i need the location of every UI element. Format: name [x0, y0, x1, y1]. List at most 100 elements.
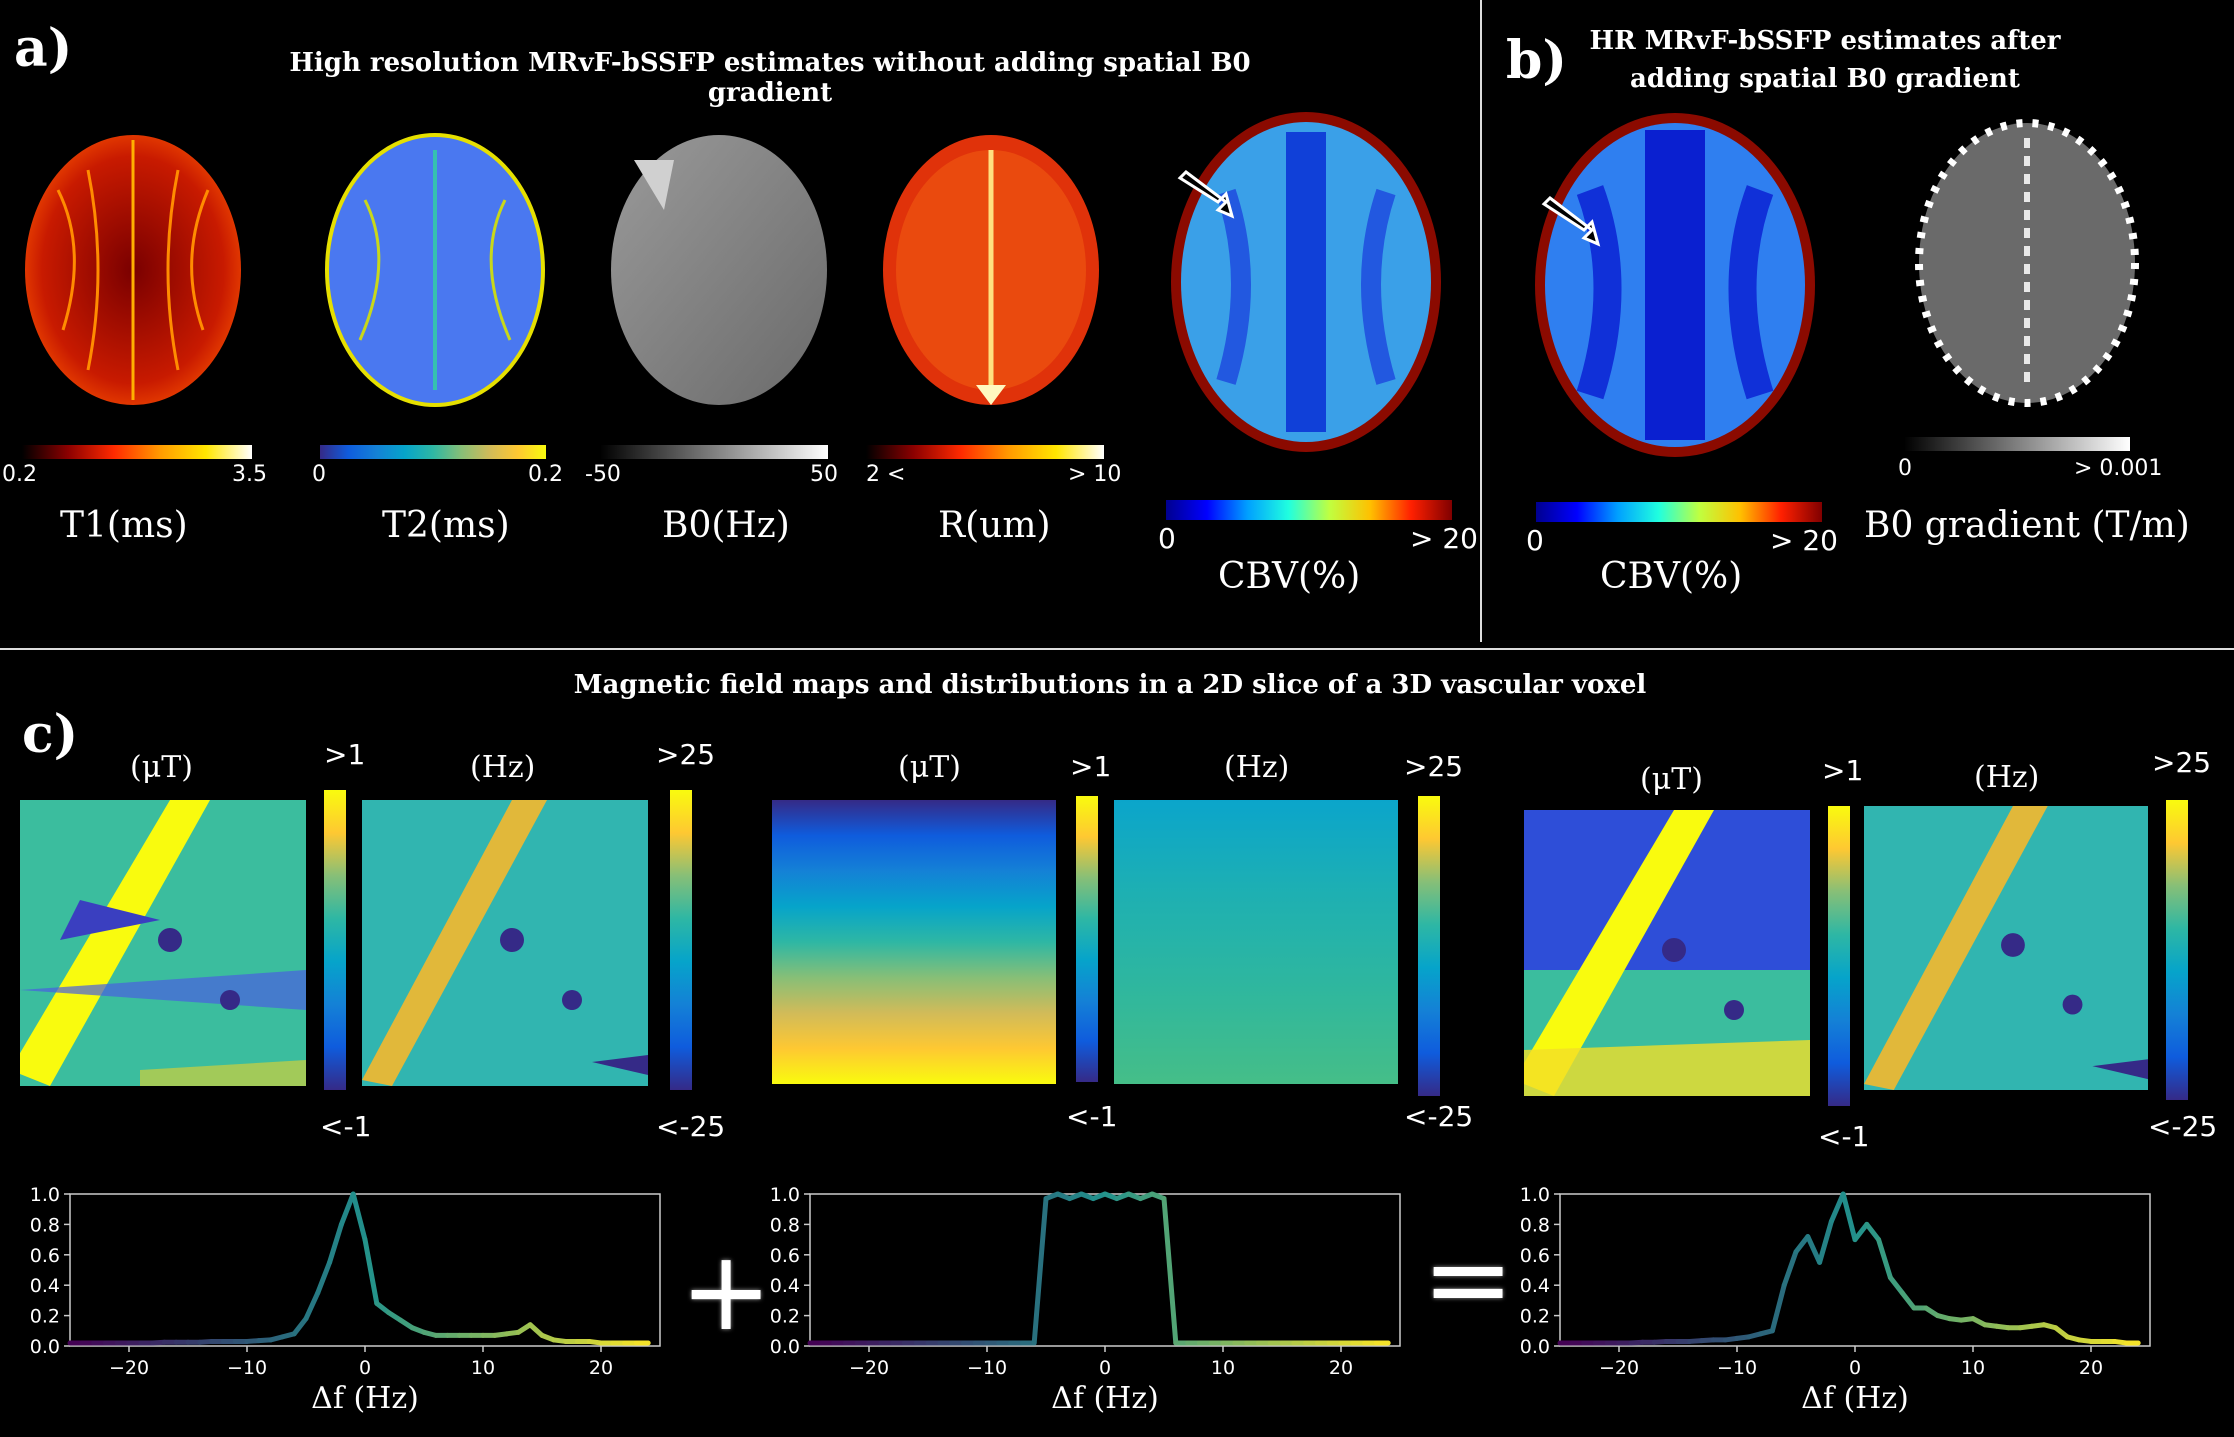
y-tick-label: 0.0 [1520, 1336, 1550, 1358]
g1-hz-max-label: >25 [656, 738, 716, 771]
cbv-brain-map-a [1171, 112, 1441, 452]
series-segment [338, 1191, 356, 1227]
y-tick-label: 0.0 [30, 1336, 60, 1358]
t2-brain-map [325, 133, 545, 407]
chart-frame [1559, 1193, 2151, 1347]
panel-b-title-line1: HR MRvF-bSSFP estimates after [1589, 26, 2061, 56]
y-tick-label: 0.8 [30, 1214, 60, 1236]
t1-unit-label: T1(ms) [60, 505, 188, 546]
b0-colorbar [600, 445, 828, 459]
y-tick-label: 0.4 [1520, 1275, 1550, 1297]
cbv-colorbar-b [1536, 502, 1822, 522]
series-segment [1876, 1237, 1893, 1281]
x-axis-label: Δf (Hz) [311, 1381, 419, 1416]
g1-ut-min-label: <-1 [320, 1110, 372, 1143]
g2-hz-min-label: <-25 [1404, 1100, 1474, 1133]
equals-sign: = [1422, 1215, 1515, 1343]
g2-ut-colorbar [1076, 796, 1098, 1082]
b0-gradient-colorbar [1904, 437, 2130, 451]
series-segment [303, 1290, 321, 1322]
panel-c-title: Magnetic field maps and distributions in… [573, 670, 1647, 700]
g1-field-map-ut [20, 800, 306, 1086]
chart-distribution-2: 0.0 0.2 0.4 0.6 0.8 1.0 −20 −10 0 10 20 Δf (Hz) [770, 1184, 1401, 1416]
b0-gradient-unit-label: B0 gradient (T/m) [1864, 505, 2190, 546]
g3-hz-colorbar [2166, 800, 2188, 1100]
g1-hz-colorbar [670, 790, 692, 1090]
g3-hz-label: (Hz) [1974, 760, 2040, 795]
g1-ut-max-label: >1 [324, 738, 366, 771]
t1-min-label: 0.2 [2, 462, 37, 487]
g1-field-map-hz [362, 800, 648, 1086]
y-tick-label: 0.6 [770, 1245, 800, 1267]
g2-ut-label: (μT) [898, 750, 961, 785]
series-segment [1887, 1275, 1905, 1296]
t2-min-label: 0 [312, 462, 326, 487]
g3-field-map-ut [1524, 810, 1810, 1096]
series-segment [350, 1191, 368, 1243]
series-segment [291, 1316, 309, 1337]
panel-c-letter: c) [22, 704, 79, 765]
r-brain-map [883, 135, 1099, 405]
g2-hz-label: (Hz) [1224, 750, 1290, 785]
b0-unit-label: B0(Hz) [662, 505, 790, 546]
y-tick-label: 0.6 [30, 1245, 60, 1267]
r-min-label: 2 < [866, 462, 906, 487]
b0-gradient-brain-map [1915, 119, 2139, 407]
x-tick-label: 10 [1961, 1357, 1985, 1379]
y-tick-label: 0.2 [1520, 1306, 1550, 1328]
y-tick-label: 0.6 [1520, 1245, 1550, 1267]
panel-b-letter: b) [1506, 30, 1567, 91]
t2-max-label: 0.2 [528, 462, 563, 487]
g3-ut-max-label: >1 [1822, 754, 1864, 787]
x-axis-label: Δf (Hz) [1051, 1381, 1159, 1416]
b0-brain-map [611, 135, 827, 405]
chart-frame [809, 1193, 1401, 1347]
g3-hz-max-label: >25 [2152, 746, 2212, 779]
series-segment [527, 1322, 545, 1338]
x-tick-label: 20 [1329, 1357, 1353, 1379]
x-tick-label: −20 [1599, 1357, 1639, 1379]
x-tick-label: −20 [109, 1357, 149, 1379]
chart-frame [69, 1193, 661, 1347]
x-tick-label: −10 [967, 1357, 1007, 1379]
panel-a-title: High resolution MRvF-bSSFP estimates wit… [289, 48, 1251, 108]
series-segment [1031, 1196, 1049, 1346]
g2-hz-colorbar [1418, 796, 1440, 1096]
g1-ut-label: (μT) [130, 750, 193, 785]
x-tick-label: 0 [1099, 1357, 1111, 1379]
t1-max-label: 3.5 [232, 462, 267, 487]
g1-ut-colorbar [324, 790, 346, 1090]
r-colorbar [866, 445, 1104, 459]
y-tick-label: 0.2 [770, 1306, 800, 1328]
panel-separator-vertical [1480, 0, 1482, 642]
g2-field-map-hz [1114, 800, 1398, 1084]
series-segment [1840, 1191, 1858, 1243]
x-tick-label: −10 [1717, 1357, 1757, 1379]
g2-ut-max-label: >1 [1070, 750, 1112, 783]
x-tick-label: 0 [359, 1357, 371, 1379]
g3-field-map-hz [1864, 806, 2148, 1090]
plus-sign: + [680, 1227, 773, 1355]
g3-ut-label: (μT) [1640, 762, 1703, 797]
t2-unit-label: T2(ms) [382, 505, 510, 546]
series-segment [1805, 1234, 1823, 1265]
g2-ut-min-label: <-1 [1066, 1100, 1118, 1133]
x-tick-label: 10 [471, 1357, 495, 1379]
x-tick-label: 20 [2079, 1357, 2103, 1379]
series-segment [315, 1259, 333, 1296]
t1-colorbar [22, 445, 252, 459]
cbv-colorbar-a [1166, 500, 1452, 520]
panel-separator-horizontal [0, 648, 2234, 650]
r-unit-label: R(um) [938, 505, 1051, 546]
cbv-a-max-label: > 20 [1410, 522, 1478, 555]
g1-hz-min-label: <-25 [656, 1110, 726, 1143]
b0-max-label: 50 [810, 462, 838, 487]
y-tick-label: 0.0 [770, 1336, 800, 1358]
b0-gradient-min-label: 0 [1898, 456, 1912, 481]
x-axis-label: Δf (Hz) [1801, 1381, 1909, 1416]
y-tick-label: 0.4 [770, 1275, 800, 1297]
y-tick-label: 0.4 [30, 1275, 60, 1297]
series-segment [1781, 1249, 1799, 1288]
b0-gradient-max-label: > 0.001 [2074, 456, 2163, 481]
y-tick-label: 0.8 [770, 1214, 800, 1236]
